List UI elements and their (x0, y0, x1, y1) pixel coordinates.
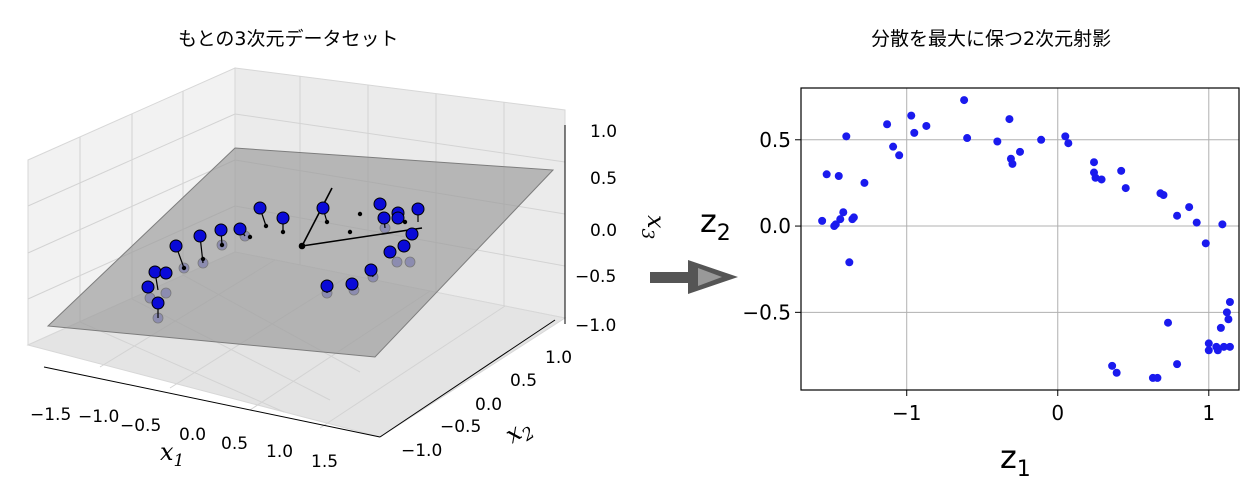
scatter-point (1090, 158, 1099, 167)
scatter-point (883, 120, 892, 129)
scatter-point (1173, 211, 1182, 220)
scatter-point (831, 220, 840, 229)
scatter-point (1185, 203, 1194, 212)
y-axis-label-2d: z2 (700, 202, 731, 246)
z-ticks: 1.0 0.5 0.0 −0.5 −1.0 (575, 122, 617, 336)
scatter-point (836, 215, 845, 224)
scatter-point (1159, 190, 1168, 199)
y-tick-label: 1.0 (545, 348, 572, 368)
x-tick-label: −0.5 (120, 416, 161, 436)
scatter-point (1037, 135, 1046, 144)
x-tick-label: 0.5 (221, 434, 248, 454)
plot-frame-2d (800, 87, 1240, 391)
scatter-point (1204, 346, 1213, 355)
data-points-2d (818, 96, 1234, 382)
scatter-point (889, 142, 898, 151)
x-tick-label: −1.0 (78, 407, 119, 427)
y-tick-label: 0.5 (510, 371, 537, 391)
scatter-point (910, 128, 919, 137)
principal-axes (298, 187, 423, 250)
y-ticks: −1.0 −0.5 0.0 0.5 1.0 (401, 348, 572, 461)
y-axis-label: x2 (500, 412, 538, 453)
x-ticks-2d: −1 0 1 (892, 390, 1215, 425)
scatter-point (1173, 360, 1182, 369)
z-axis-label: x3 (637, 215, 670, 239)
y-tick-label-2d: −0.5 (742, 300, 791, 324)
x-axis-line (43, 366, 381, 438)
x-tick-label: 0.0 (179, 425, 206, 445)
scatter-point (1192, 218, 1201, 227)
y-tick-label-2d: 0.5 (759, 128, 791, 152)
x-tick-label: 1.5 (311, 452, 338, 472)
scatter-point (818, 216, 827, 225)
scatter-point (1108, 361, 1117, 370)
scatter-point (963, 134, 972, 143)
scatter-point (845, 258, 854, 267)
grid-2d (801, 88, 1239, 390)
scatter-point (1201, 239, 1210, 248)
chart-title-2d: 分散を最大に保つ2次元射影 (871, 28, 1112, 50)
scatter-point (1153, 373, 1162, 382)
scatter-point (1164, 318, 1173, 327)
y-tick-label-2d: 0.0 (759, 214, 791, 238)
x-tick-label-2d: −1 (892, 401, 921, 425)
scatter-point (895, 151, 904, 160)
scatter-point (1216, 323, 1225, 332)
chart-title-3d: もとの3次元データセット (178, 28, 399, 50)
scatter-point (922, 121, 931, 130)
scatter-point (1061, 132, 1070, 141)
scatter-point (1064, 139, 1073, 148)
scatter-point (822, 170, 831, 179)
x-tick-label-2d: 0 (1051, 401, 1064, 425)
x-tick-label-2d: 1 (1202, 401, 1215, 425)
scatter-point (1016, 147, 1024, 156)
z-tick-label: −1.0 (575, 316, 616, 336)
transform-arrow-icon (650, 260, 738, 294)
scatter-point (1224, 315, 1233, 324)
x-tick-label: 1.0 (266, 442, 293, 462)
scatter-point (1112, 368, 1121, 377)
scatter-point (1097, 175, 1106, 184)
data-points-3d (141, 197, 425, 310)
scatter-point (849, 213, 858, 222)
z-tick-label: 0.0 (590, 221, 617, 241)
x-axis-label-2d: z1 (1000, 438, 1031, 480)
scatter-point (839, 208, 848, 217)
panel-3d: 1.0 0.5 0.0 −0.5 −1.0 −1.5 −1.0 −0.5 0.0… (26, 67, 670, 472)
scatter-point (1225, 342, 1234, 351)
projection-plane (46, 147, 555, 358)
scatter-point (993, 137, 1002, 146)
scatter-point (1219, 342, 1228, 351)
z-tick-label: −0.5 (575, 267, 616, 287)
scatter-point (834, 172, 843, 181)
scatter-point (1121, 184, 1130, 193)
y-axis-line (379, 319, 556, 438)
scatter-point (1222, 308, 1231, 317)
scatter-point (1225, 297, 1234, 306)
scatter-point (860, 178, 869, 187)
scatter-point (907, 111, 916, 120)
scatter-point (1091, 173, 1100, 182)
scatter-point (960, 96, 969, 105)
scatter-point (1117, 166, 1126, 175)
panel-2d: −1 0 1 −0.5 0.0 0.5 z1 z2 (700, 87, 1240, 480)
scatter-point (1204, 339, 1213, 348)
z-tick-label: 1.0 (590, 122, 617, 142)
plot-area-2d (801, 88, 1239, 390)
scatter-point (1008, 159, 1017, 168)
x-tick-label: −1.5 (30, 405, 71, 425)
scatter-point (1213, 346, 1222, 355)
y-tick-label: 0.0 (475, 395, 502, 415)
scatter-point (842, 132, 851, 141)
scatter-point (1218, 220, 1227, 229)
plane-markers (181, 211, 408, 271)
y-tick-label: −1.0 (401, 441, 442, 461)
z-tick-label: 0.5 (590, 169, 617, 189)
x-ticks: −1.5 −1.0 −0.5 0.0 0.5 1.0 1.5 (30, 405, 338, 472)
scatter-point (1005, 115, 1014, 124)
y-ticks-2d: −0.5 0.0 0.5 (742, 128, 801, 324)
y-tick-label: −0.5 (440, 417, 481, 437)
